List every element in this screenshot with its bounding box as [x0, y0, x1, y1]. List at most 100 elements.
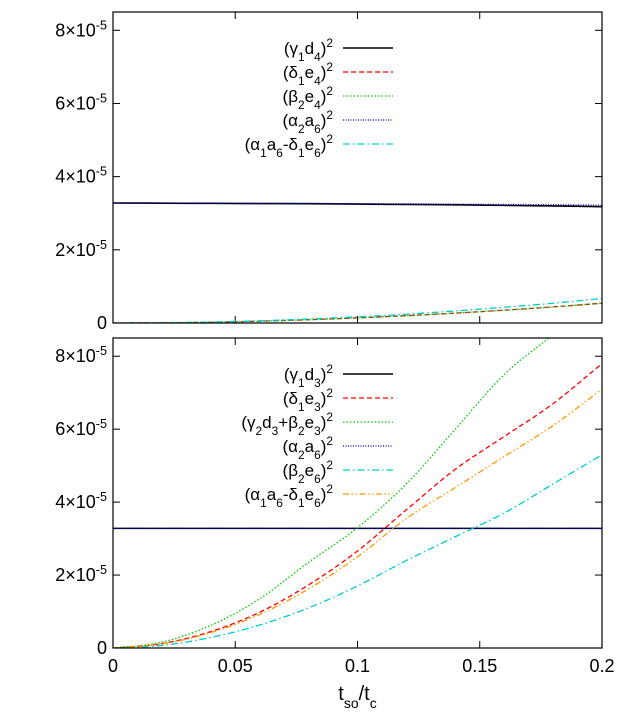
text-part: ): [321, 485, 327, 504]
series-line-5: [113, 388, 602, 648]
text-part: -δ: [283, 135, 298, 154]
y-tick-label: 4×10-5: [55, 165, 107, 187]
subscript: 3: [314, 400, 321, 414]
text-part: (δ: [283, 389, 298, 408]
y-tick-label: 4×10-5: [55, 490, 107, 512]
subscript: 2: [298, 98, 305, 112]
text-part: e: [305, 63, 314, 82]
subscript: 2: [298, 448, 305, 462]
y-tick-label: 2×10-5: [55, 563, 107, 585]
text-part: (α: [282, 437, 298, 456]
text-part: (β: [283, 87, 299, 106]
text-part: ): [321, 87, 327, 106]
text-part: d: [262, 413, 271, 432]
text-part: a: [305, 111, 315, 130]
top-panel: 02×10-54×10-56×10-58×10-5(γ1d4)2(δ1e4)2(…: [55, 11, 603, 333]
y-tick-label: 0: [97, 638, 107, 658]
x-tick-label: 0.15: [462, 656, 497, 676]
legend-label-2: (γ2d3+β2e3)2: [241, 410, 333, 438]
text-part: d: [305, 365, 314, 384]
text-part: /t: [359, 683, 371, 705]
subscript: 1: [298, 400, 305, 414]
subscript: 1: [298, 74, 305, 88]
legend-label-0: (γ1d4)2: [284, 36, 334, 64]
text-part: e: [305, 87, 314, 106]
legend-label-3: (α2a6)2: [282, 434, 333, 462]
text-part: e: [305, 461, 314, 480]
text-part: a: [305, 437, 315, 456]
plot-frame: [112, 337, 603, 649]
text-part: a: [267, 135, 277, 154]
superscript: 2: [326, 84, 333, 98]
subscript: 3: [314, 376, 321, 390]
superscript: 2: [326, 60, 333, 74]
text-part: (α: [282, 111, 298, 130]
subscript: 1: [260, 146, 267, 160]
subscript: so: [344, 695, 359, 711]
superscript: 2: [326, 108, 333, 122]
series-line-1: [113, 363, 602, 648]
text-part: (γ: [241, 413, 256, 432]
subscript: 1: [298, 146, 305, 160]
text-part: (γ: [284, 365, 299, 384]
legend-label-2: (β2e4)2: [283, 84, 334, 112]
series-line-0: [113, 202, 602, 208]
legend-label-4: (α1a6-δ1e6)2: [245, 132, 334, 160]
text-part: ): [321, 461, 327, 480]
text-part: (β: [283, 461, 299, 480]
legend-label-1: (δ1e4)2: [283, 60, 334, 88]
superscript: 2: [326, 132, 333, 146]
subscript: 2: [298, 424, 305, 438]
y-tick-label: 2×10-5: [55, 238, 107, 260]
subscript: 2: [298, 122, 305, 136]
subscript: 6: [276, 496, 283, 510]
text-part: +β: [278, 413, 298, 432]
text-part: (α: [245, 135, 261, 154]
subscript: 6: [314, 146, 321, 160]
legend-label-1: (δ1e3)2: [283, 386, 334, 414]
y-tick-label: 8×10-5: [55, 344, 107, 366]
text-part: (α: [245, 485, 261, 504]
x-tick-label: 0.1: [345, 656, 370, 676]
superscript: 2: [326, 386, 333, 400]
text-part: ): [321, 413, 327, 432]
text-part: ): [321, 39, 327, 58]
superscript: 2: [326, 362, 333, 376]
subscript: 6: [314, 448, 321, 462]
subscript: 3: [272, 424, 279, 438]
x-tick-label: 0.05: [218, 656, 253, 676]
text-part: ): [321, 437, 327, 456]
subscript: 6: [314, 122, 321, 136]
x-axis-label: tso/tc: [338, 683, 376, 711]
subscript: 6: [314, 472, 321, 486]
subscript: 2: [256, 424, 263, 438]
series-line-3: [113, 202, 602, 206]
x-tick-label: 0: [108, 656, 118, 676]
y-tick-label: 6×10-5: [55, 417, 107, 439]
superscript: 2: [326, 434, 333, 448]
superscript: 2: [326, 410, 333, 424]
legend-label-0: (γ1d3)2: [284, 362, 334, 390]
plot-frame: [112, 11, 603, 324]
text-part: ): [321, 365, 327, 384]
superscript: 2: [326, 36, 333, 50]
legend-label-4: (β2e6)2: [283, 458, 334, 486]
legend-label-3: (α2a6)2: [282, 108, 333, 136]
text-part: ): [321, 389, 327, 408]
subscript: 6: [276, 146, 283, 160]
subscript: c: [370, 695, 377, 711]
superscript: 2: [326, 458, 333, 472]
subscript: 4: [314, 50, 321, 64]
bottom-panel: 0 2×10-5 4×10-5 6×10-5 8×10-5 0 0.05 0.1 0.15 0.2…: [55, 337, 615, 711]
series-line-2: [113, 338, 550, 648]
subscript: 1: [298, 376, 305, 390]
y-tick-label: 0: [97, 313, 107, 333]
text-part: d: [305, 39, 314, 58]
subscript: 6: [314, 496, 321, 510]
text-part: e: [305, 485, 314, 504]
text-part: (δ: [283, 63, 298, 82]
text-part: (γ: [284, 39, 299, 58]
text-part: a: [267, 485, 277, 504]
legend-label-5: (α1a6-δ1e6)2: [245, 482, 334, 510]
